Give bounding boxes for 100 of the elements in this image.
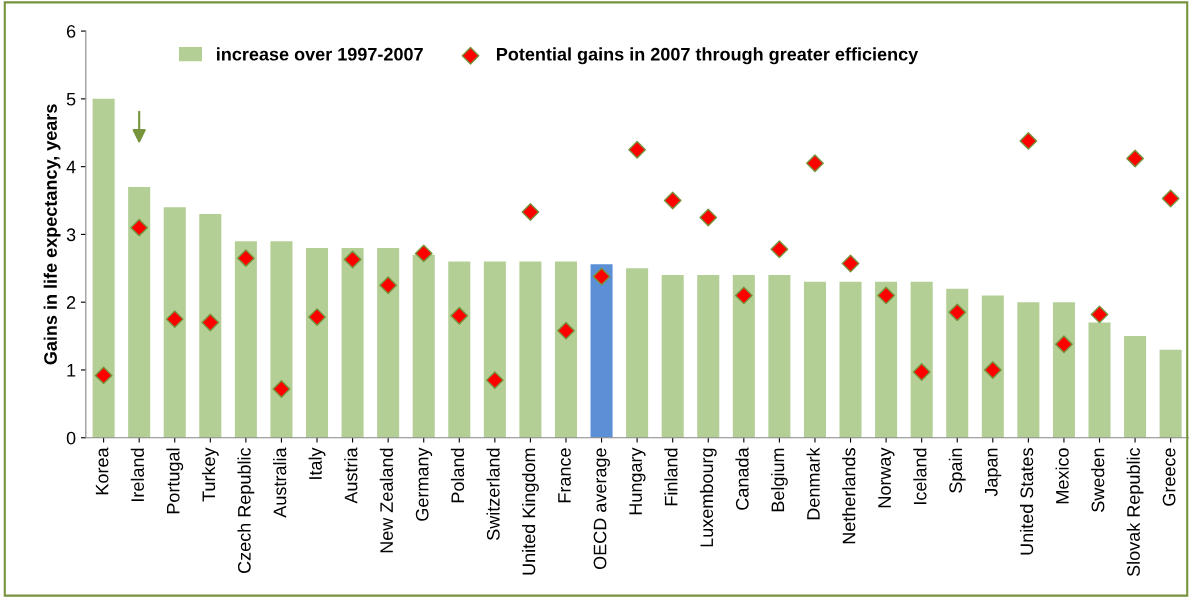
point (1019, 131, 1038, 150)
x-tick-label: Norway (878, 447, 895, 508)
point (806, 154, 824, 173)
point (1090, 305, 1109, 324)
x-tick-label: Hungary (629, 447, 646, 515)
point (628, 140, 647, 159)
x-tick-label: Netherlands (842, 448, 856, 544)
point (983, 361, 1002, 379)
x-tick-label: Poland (450, 448, 465, 503)
bar (626, 268, 649, 438)
bar (554, 261, 578, 438)
point (557, 321, 575, 340)
y-tick-label: 6 (66, 25, 76, 38)
bar (910, 281, 933, 438)
point (94, 366, 113, 385)
bar (768, 275, 791, 438)
x-tick-label: Turkey (201, 447, 219, 502)
x-tick-label: France (558, 448, 571, 503)
x-tick-label: Ireland (130, 448, 145, 501)
legend-label: increase over 1997-2007 (217, 47, 423, 61)
point (343, 250, 362, 269)
bar (199, 214, 222, 438)
bar (448, 261, 471, 438)
y-tick-label: 0 (66, 431, 76, 445)
bar (163, 207, 186, 438)
bar (341, 247, 364, 438)
x-tick-label: Switzerland (486, 448, 500, 540)
y-tick-label: 1 (67, 364, 76, 377)
point (841, 254, 860, 273)
x-tick-label: OECD average (593, 448, 610, 570)
x-tick-label: Austria (344, 447, 358, 504)
point (1161, 189, 1180, 208)
point (592, 267, 611, 286)
point (130, 218, 149, 237)
bar (661, 275, 684, 438)
x-tick-label: Australia (273, 447, 287, 518)
bar (981, 295, 1004, 438)
bar (1017, 302, 1040, 438)
point (699, 208, 718, 227)
x-tick-label: Japan (985, 448, 1002, 497)
x-tick-label: Korea (95, 447, 109, 495)
x-tick-label: Czech Republic (237, 447, 255, 573)
x-tick-label: Iceland (913, 448, 927, 505)
x-tick-label: Spain (948, 448, 966, 493)
point (236, 249, 255, 268)
bar (377, 247, 400, 438)
bar (1124, 336, 1147, 438)
bar (519, 261, 542, 438)
bar (234, 241, 257, 438)
y-tick-label: 3 (66, 228, 76, 242)
x-tick-label: Denmark (806, 447, 820, 520)
bar (1052, 302, 1075, 438)
point (877, 286, 896, 305)
x-tick-label: Greece (1162, 448, 1176, 506)
point (912, 363, 931, 381)
point (1055, 335, 1073, 354)
bar (270, 241, 293, 438)
bar (483, 261, 506, 438)
x-tick-label: Belgium (770, 448, 788, 512)
bar (946, 288, 969, 438)
x-tick-label: Canada (735, 447, 749, 510)
bar (92, 98, 115, 438)
y-tick-label: 5 (66, 92, 76, 106)
point (521, 203, 540, 221)
bar (412, 254, 435, 438)
x-tick-label: Slovak Republic (1126, 447, 1144, 577)
point (1126, 149, 1144, 168)
bar (839, 281, 862, 438)
point (414, 244, 433, 263)
bar (875, 281, 898, 438)
point (663, 191, 682, 210)
point (201, 313, 220, 332)
bar (803, 281, 826, 438)
x-tick-label: Germany (415, 447, 433, 521)
x-tick-label: Portugal (166, 448, 184, 514)
legend-label: Potential gains in 2007 through greater efficiency (496, 47, 919, 65)
x-tick-label: United Kingdom (522, 448, 539, 575)
x-tick-label: United States (1019, 448, 1034, 555)
y-axis-title: Gains in life expectancy, years (43, 104, 61, 365)
point (450, 306, 469, 325)
x-tick-label: Sweden (1091, 448, 1105, 512)
x-tick-label: New Zealand (379, 448, 393, 553)
x-tick-label: Finland (664, 448, 678, 506)
y-tick-label: 4 (66, 160, 76, 174)
x-tick-label: Luxembourg (699, 448, 717, 547)
bar (305, 247, 329, 438)
point (272, 380, 291, 398)
bar (732, 275, 755, 438)
bar (590, 264, 613, 438)
bar (128, 186, 151, 438)
x-tick-label: Italy (308, 447, 326, 479)
point (770, 240, 789, 259)
point (165, 310, 184, 329)
bar (697, 275, 720, 438)
point (308, 308, 326, 327)
x-tick-label: Mexico (1055, 448, 1069, 504)
point (734, 286, 753, 305)
bar (1159, 349, 1182, 438)
y-tick-label: 2 (66, 296, 76, 309)
point (485, 371, 504, 390)
